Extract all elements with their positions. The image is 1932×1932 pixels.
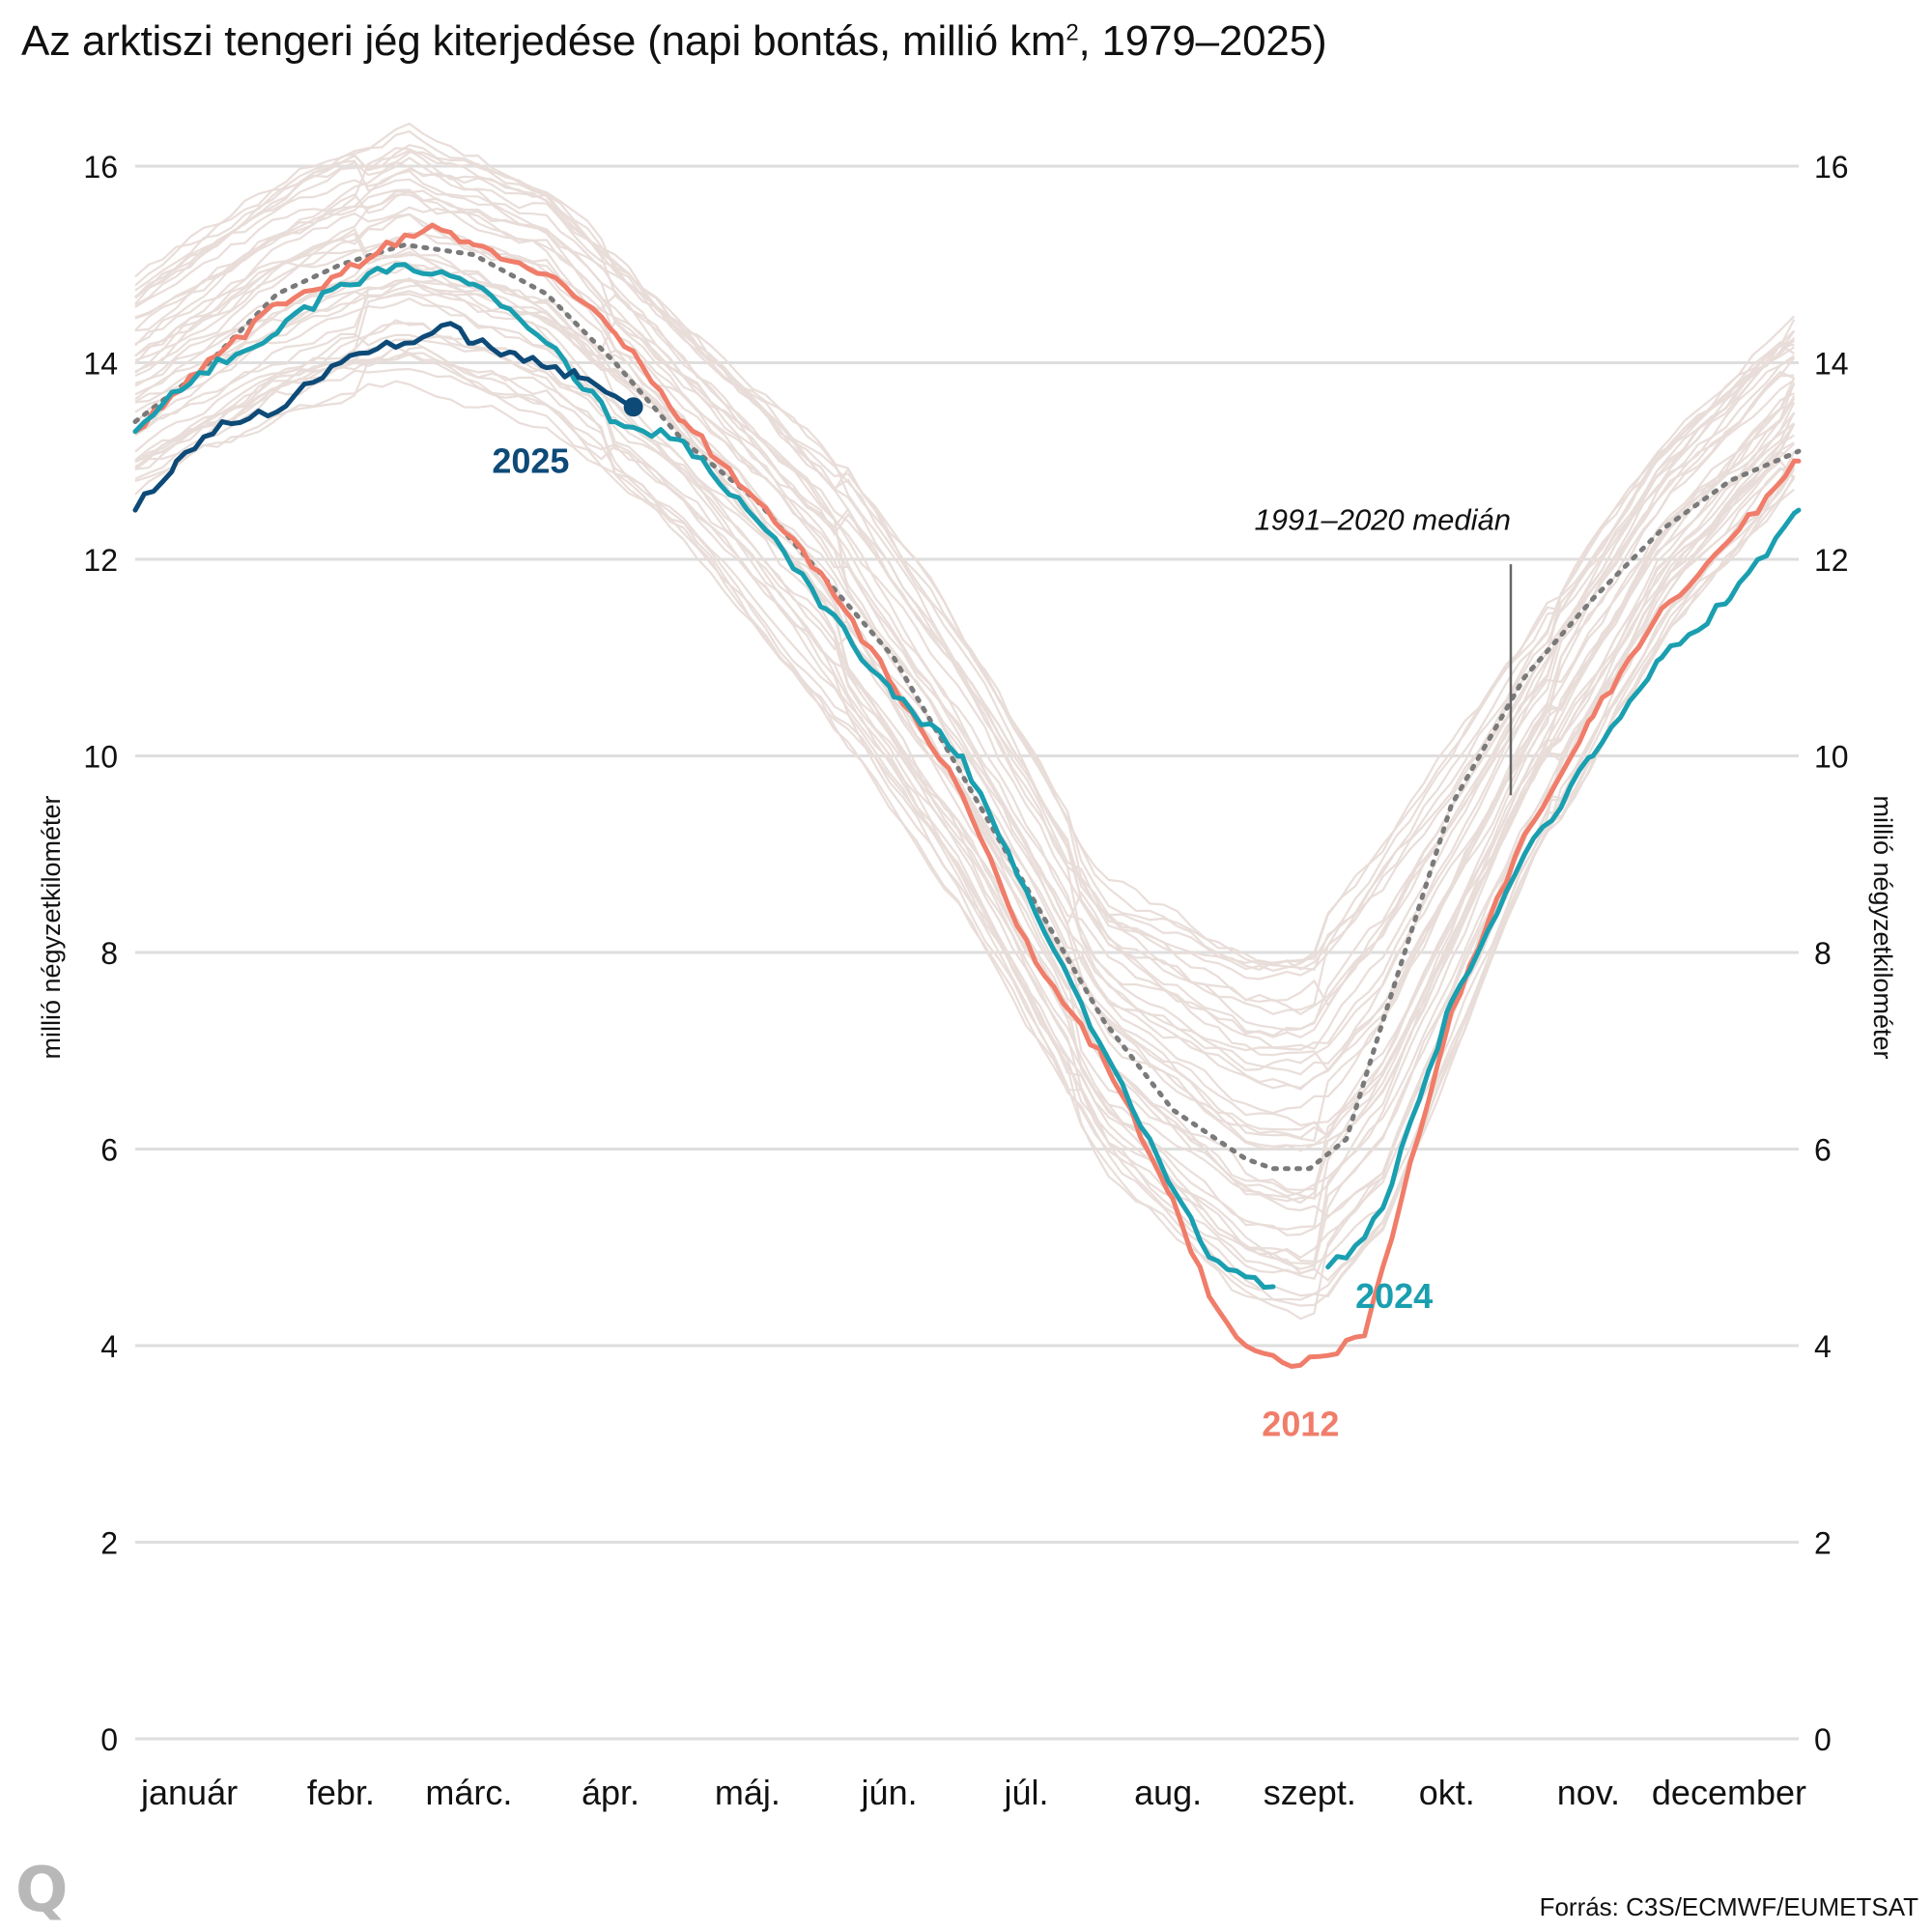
year-line-1999: [134, 262, 1796, 1140]
x-tick-11: nov.: [1557, 1773, 1620, 1812]
y-tick-right-4: 4: [1814, 1329, 1832, 1364]
line-2025: [132, 321, 637, 513]
y-tick-left-12: 12: [83, 543, 118, 578]
year-line-1997: [134, 246, 1796, 1152]
year-line-2005: [134, 213, 1796, 1115]
y-tick-right-8: 8: [1814, 936, 1832, 971]
x-tick-2: febr.: [307, 1773, 375, 1812]
y-tick-left-14: 14: [83, 347, 118, 382]
y-tick-right-10: 10: [1814, 740, 1849, 775]
x-tick-8: aug.: [1134, 1773, 1202, 1812]
title-tail-text: , 1979–2025): [1078, 17, 1327, 65]
marker-2025-latest: [623, 397, 643, 417]
x-tick-12: december: [1652, 1773, 1806, 1812]
line-2024: [132, 262, 1276, 1291]
year-line-2009: [134, 206, 1795, 1072]
label-2024: 2024: [1355, 1276, 1433, 1316]
year-line-1984: [134, 319, 1796, 1282]
source-note: Forrás: C3S/ECMWF/EUMETSAT: [1539, 1892, 1918, 1921]
y-tick-left-0: 0: [100, 1722, 118, 1757]
year-line-2000: [134, 264, 1796, 1139]
x-tick-1: január: [140, 1773, 238, 1812]
year-line-2017: [134, 160, 1795, 1039]
year-line-2022: [134, 122, 1796, 967]
title-main-text: Az arktiszi tengeri jég kiterjedése (nap…: [21, 17, 1066, 65]
year-line-2023: [134, 129, 1796, 965]
y-tick-left-16: 16: [83, 150, 118, 185]
y-tick-right-0: 0: [1814, 1722, 1832, 1757]
x-tick-9: szept.: [1264, 1773, 1356, 1812]
y-axis-label-right: millió négyzetkilométer: [1868, 795, 1897, 1059]
y-tick-left-6: 6: [100, 1133, 118, 1168]
year-line-2021: [134, 151, 1796, 971]
y-axis-label-left: millió négyzetkilométer: [37, 795, 66, 1059]
year-line-1980: [134, 380, 1795, 1298]
y-tick-left-8: 8: [100, 936, 118, 971]
year-line-2013: [134, 193, 1795, 1037]
title-superscript: 2: [1065, 19, 1079, 46]
year-line-2018: [134, 149, 1795, 980]
brand-logo: Q: [15, 1855, 69, 1926]
label-median: 1991–2020 medián: [1255, 502, 1511, 536]
x-tick-3: márc.: [425, 1773, 512, 1812]
year-line-2019: [134, 167, 1795, 972]
year-line-2006: [134, 232, 1796, 1052]
y-tick-right-14: 14: [1814, 347, 1849, 382]
x-tick-7: júl.: [1003, 1773, 1048, 1812]
chart-title: Az arktiszi tengeri jég kiterjedése (nap…: [21, 17, 1327, 66]
year-line-1991: [134, 277, 1796, 1270]
line-2024-part-2: [1325, 507, 1802, 1270]
y-tick-right-16: 16: [1814, 150, 1849, 185]
year-line-1989: [134, 338, 1795, 1236]
y-tick-right-12: 12: [1814, 543, 1849, 578]
line-2012: [132, 222, 1802, 1369]
y-tick-right-6: 6: [1814, 1133, 1832, 1168]
x-tick-6: jún.: [861, 1773, 918, 1812]
y-tick-left-10: 10: [83, 740, 118, 775]
label-2012: 2012: [1262, 1404, 1339, 1443]
x-tick-4: ápr.: [582, 1773, 639, 1812]
year-line-1987: [134, 322, 1795, 1275]
y-tick-right-2: 2: [1814, 1526, 1832, 1561]
year-line-2010: [134, 169, 1795, 1051]
y-tick-left-2: 2: [100, 1526, 118, 1561]
label-2025: 2025: [492, 440, 569, 480]
year-line-2016: [134, 159, 1795, 1032]
median-line: [132, 242, 1802, 1172]
x-tick-5: máj.: [715, 1773, 781, 1812]
year-line-1994: [134, 276, 1796, 1203]
year-line-2001: [134, 278, 1795, 1091]
x-tick-10: okt.: [1419, 1773, 1475, 1812]
y-tick-left-4: 4: [100, 1329, 118, 1364]
